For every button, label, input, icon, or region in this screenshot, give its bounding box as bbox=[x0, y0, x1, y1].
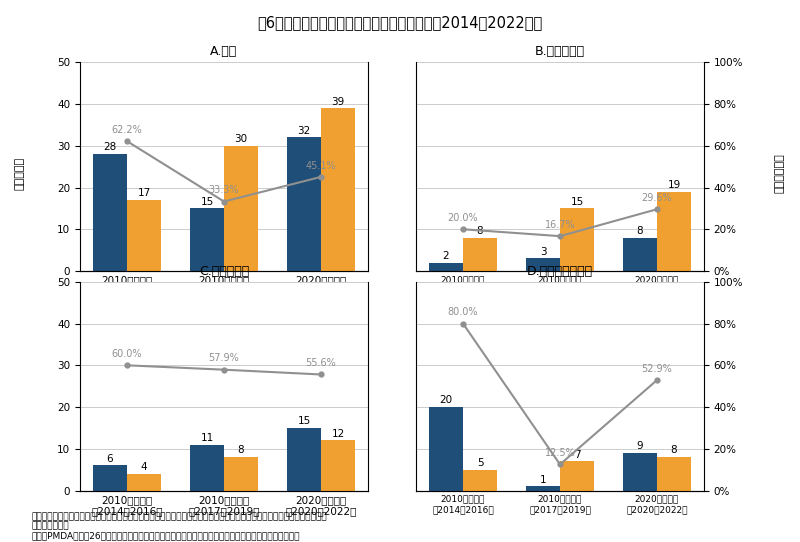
Text: 20.0%: 20.0% bbox=[448, 213, 478, 223]
Bar bbox=[190, 209, 224, 271]
Bar bbox=[429, 407, 463, 491]
Text: 45.1%: 45.1% bbox=[306, 160, 336, 171]
Text: 8: 8 bbox=[238, 446, 244, 455]
Title: A.全体: A.全体 bbox=[210, 46, 238, 59]
Text: 承認品目数: 承認品目数 bbox=[15, 157, 25, 190]
Text: 16.7%: 16.7% bbox=[545, 220, 575, 230]
Bar bbox=[623, 453, 657, 491]
Text: ん、子宮頸がん: ん、子宮頸がん bbox=[32, 521, 70, 530]
Text: 52.9%: 52.9% bbox=[642, 364, 672, 374]
Title: C.抜体医薬品: C.抜体医薬品 bbox=[199, 265, 249, 278]
Bar bbox=[526, 259, 560, 271]
Bar bbox=[526, 486, 560, 491]
Text: 80.0%: 80.0% bbox=[448, 307, 478, 317]
Bar bbox=[657, 457, 691, 491]
Text: 8: 8 bbox=[637, 226, 643, 236]
Text: 11: 11 bbox=[201, 433, 214, 443]
Bar bbox=[93, 154, 127, 271]
Bar bbox=[623, 237, 657, 271]
Text: 2: 2 bbox=[442, 251, 450, 261]
Text: 39: 39 bbox=[331, 96, 345, 107]
Text: 60.0%: 60.0% bbox=[112, 349, 142, 359]
Bar bbox=[463, 237, 497, 271]
Text: 20: 20 bbox=[439, 395, 453, 405]
Bar bbox=[321, 441, 355, 491]
Title: D.その他抗がん剤: D.その他抗がん剤 bbox=[527, 265, 593, 278]
Text: 15: 15 bbox=[570, 197, 583, 207]
Text: 8: 8 bbox=[670, 446, 678, 455]
Bar bbox=[93, 466, 127, 491]
Bar bbox=[127, 474, 161, 491]
Title: B.分子標的薬: B.分子標的薬 bbox=[535, 46, 585, 59]
Bar bbox=[321, 108, 355, 271]
Bar bbox=[287, 428, 321, 491]
Bar bbox=[657, 192, 691, 271]
Text: 1: 1 bbox=[540, 475, 546, 485]
Text: 32: 32 bbox=[298, 126, 310, 136]
Text: 内資品目比率: 内資品目比率 bbox=[775, 153, 785, 193]
Text: 3: 3 bbox=[540, 247, 546, 257]
Bar bbox=[463, 469, 497, 491]
Text: 55.6%: 55.6% bbox=[306, 358, 336, 368]
Text: 12.5%: 12.5% bbox=[545, 448, 575, 458]
Text: 29.6%: 29.6% bbox=[642, 193, 672, 203]
Bar bbox=[224, 146, 258, 271]
Text: 6: 6 bbox=[106, 454, 114, 464]
Legend: 内資品目, 外資品目, 内資品目比率: 内資品目, 外資品目, 内資品目比率 bbox=[125, 364, 323, 383]
Bar bbox=[429, 263, 463, 271]
Text: 9: 9 bbox=[637, 441, 643, 451]
Text: 12: 12 bbox=[331, 429, 345, 439]
Bar bbox=[560, 209, 594, 271]
Text: 17: 17 bbox=[138, 189, 150, 198]
Text: 8: 8 bbox=[477, 226, 483, 236]
Text: 5: 5 bbox=[477, 458, 483, 468]
Text: 4: 4 bbox=[141, 462, 147, 472]
Text: 28: 28 bbox=[103, 143, 117, 152]
Text: 62.2%: 62.2% bbox=[112, 125, 142, 135]
Text: 19: 19 bbox=[667, 180, 681, 190]
Text: 15: 15 bbox=[201, 197, 214, 207]
Bar bbox=[127, 200, 161, 271]
Text: 出所：PMDA　平成26年～令和４年度承認品目一覧（新医薬品）をもとに医薬産業政策研究所にて作成。: 出所：PMDA 平成26年～令和４年度承認品目一覧（新医薬品）をもとに医薬産業政… bbox=[32, 531, 301, 540]
Text: 57.9%: 57.9% bbox=[209, 353, 239, 364]
Bar bbox=[287, 138, 321, 271]
Text: 30: 30 bbox=[234, 134, 247, 144]
Text: 注：対象とした悪性腫瘾性疾患は悪性リンパ腫、白血病、肺がん、胃がん、大腸がん、肝がん、膚がん、前立腺がん、乳が: 注：対象とした悪性腫瘾性疾患は悪性リンパ腫、白血病、肺がん、胃がん、大腸がん、肝… bbox=[32, 512, 328, 521]
Bar bbox=[190, 444, 224, 491]
Text: 33.3%: 33.3% bbox=[209, 185, 239, 195]
Bar bbox=[224, 457, 258, 491]
Bar bbox=[560, 461, 594, 491]
Text: 15: 15 bbox=[298, 416, 310, 426]
Text: 7: 7 bbox=[574, 450, 580, 460]
Text: 図6　悪性腫瘾性疾患領域での内資品目比率（2014－2022年）: 図6 悪性腫瘾性疾患領域での内資品目比率（2014－2022年） bbox=[258, 15, 542, 30]
